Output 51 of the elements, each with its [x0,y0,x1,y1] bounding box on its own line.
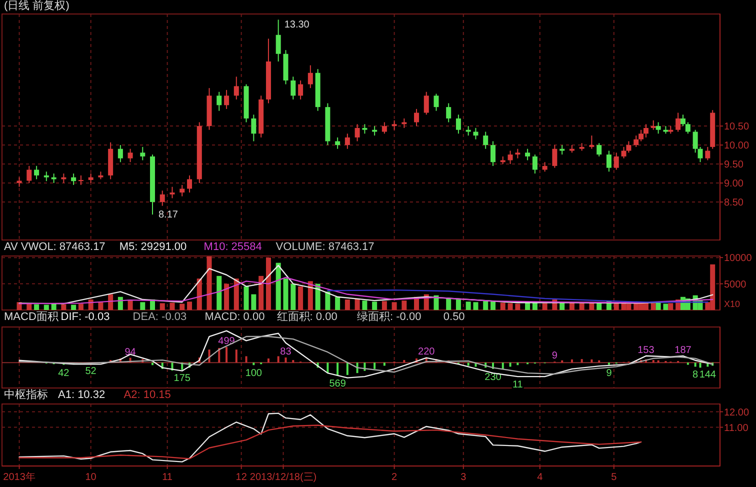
text: DIF: -0.03 [60,311,110,323]
y-tick-label: 9.00 [724,178,744,190]
text: A2: 10.15 [124,389,171,401]
chart-title: AV VWOL: 87463.17 [4,241,106,253]
x-tick-label: 2013年 [3,471,36,483]
x-tick-label: 11 [162,472,173,483]
annotation: 8.17 [158,210,178,221]
text: MACD: 0.00 [204,311,265,323]
text: VOLUME: 87463.17 [276,241,374,253]
text: M10: 25584 [204,241,262,253]
annotation: 569 [329,378,346,390]
x-tick-label: 2013/12/18(三) [250,472,317,483]
annotation: 220 [418,346,436,358]
annotation: 11 [512,380,524,391]
chart-title: (日线 前复权) [4,0,70,12]
annotation: 144 [699,370,716,381]
x-tick-label: 3 [460,472,467,483]
y-tick-label: 10.00 [724,140,750,152]
y-tick-label: 12.00 [724,407,750,418]
text: DEA: -0.03 [132,311,187,323]
x-tick-label: 12 [236,472,248,483]
annotation: 8 [692,370,699,381]
annotation: 187 [674,344,692,356]
chart-title: 中枢指标 [4,388,48,401]
y-tick-label: 10.50 [724,122,750,133]
text: 0.50 [443,311,465,323]
y-tick-label: 8.50 [724,198,744,209]
y-tick-label: 5000 [724,279,747,290]
text: A1: 10.32 [58,389,106,401]
annotation: 100 [245,368,262,380]
text: 红面积: 0.00 [276,311,338,323]
annotation: 52 [85,366,97,378]
y-tick-label: 10000 [724,253,752,264]
annotation: 153 [638,344,655,356]
annotation: 175 [174,372,191,384]
y-axis-title: X10 [724,299,740,309]
y-tick-label: 11.00 [724,422,749,434]
annotation: 9 [552,350,558,362]
annotation: 42 [58,368,70,379]
x-tick-label: 10 [85,472,97,483]
annotation: 499 [218,336,236,348]
annotation: 9 [606,368,612,379]
chart-title: MACD面积 [4,311,58,323]
x-tick-label: 2 [392,472,398,483]
annotation: 83 [280,346,292,358]
y-tick-label: 9.50 [724,160,744,171]
text: M5: 29291.00 [119,241,187,253]
x-tick-label: 5 [611,472,618,483]
x-tick-label: 4 [537,472,544,483]
annotation: 13.30 [284,20,310,31]
text: 绿面积: -0.00 [357,311,422,323]
